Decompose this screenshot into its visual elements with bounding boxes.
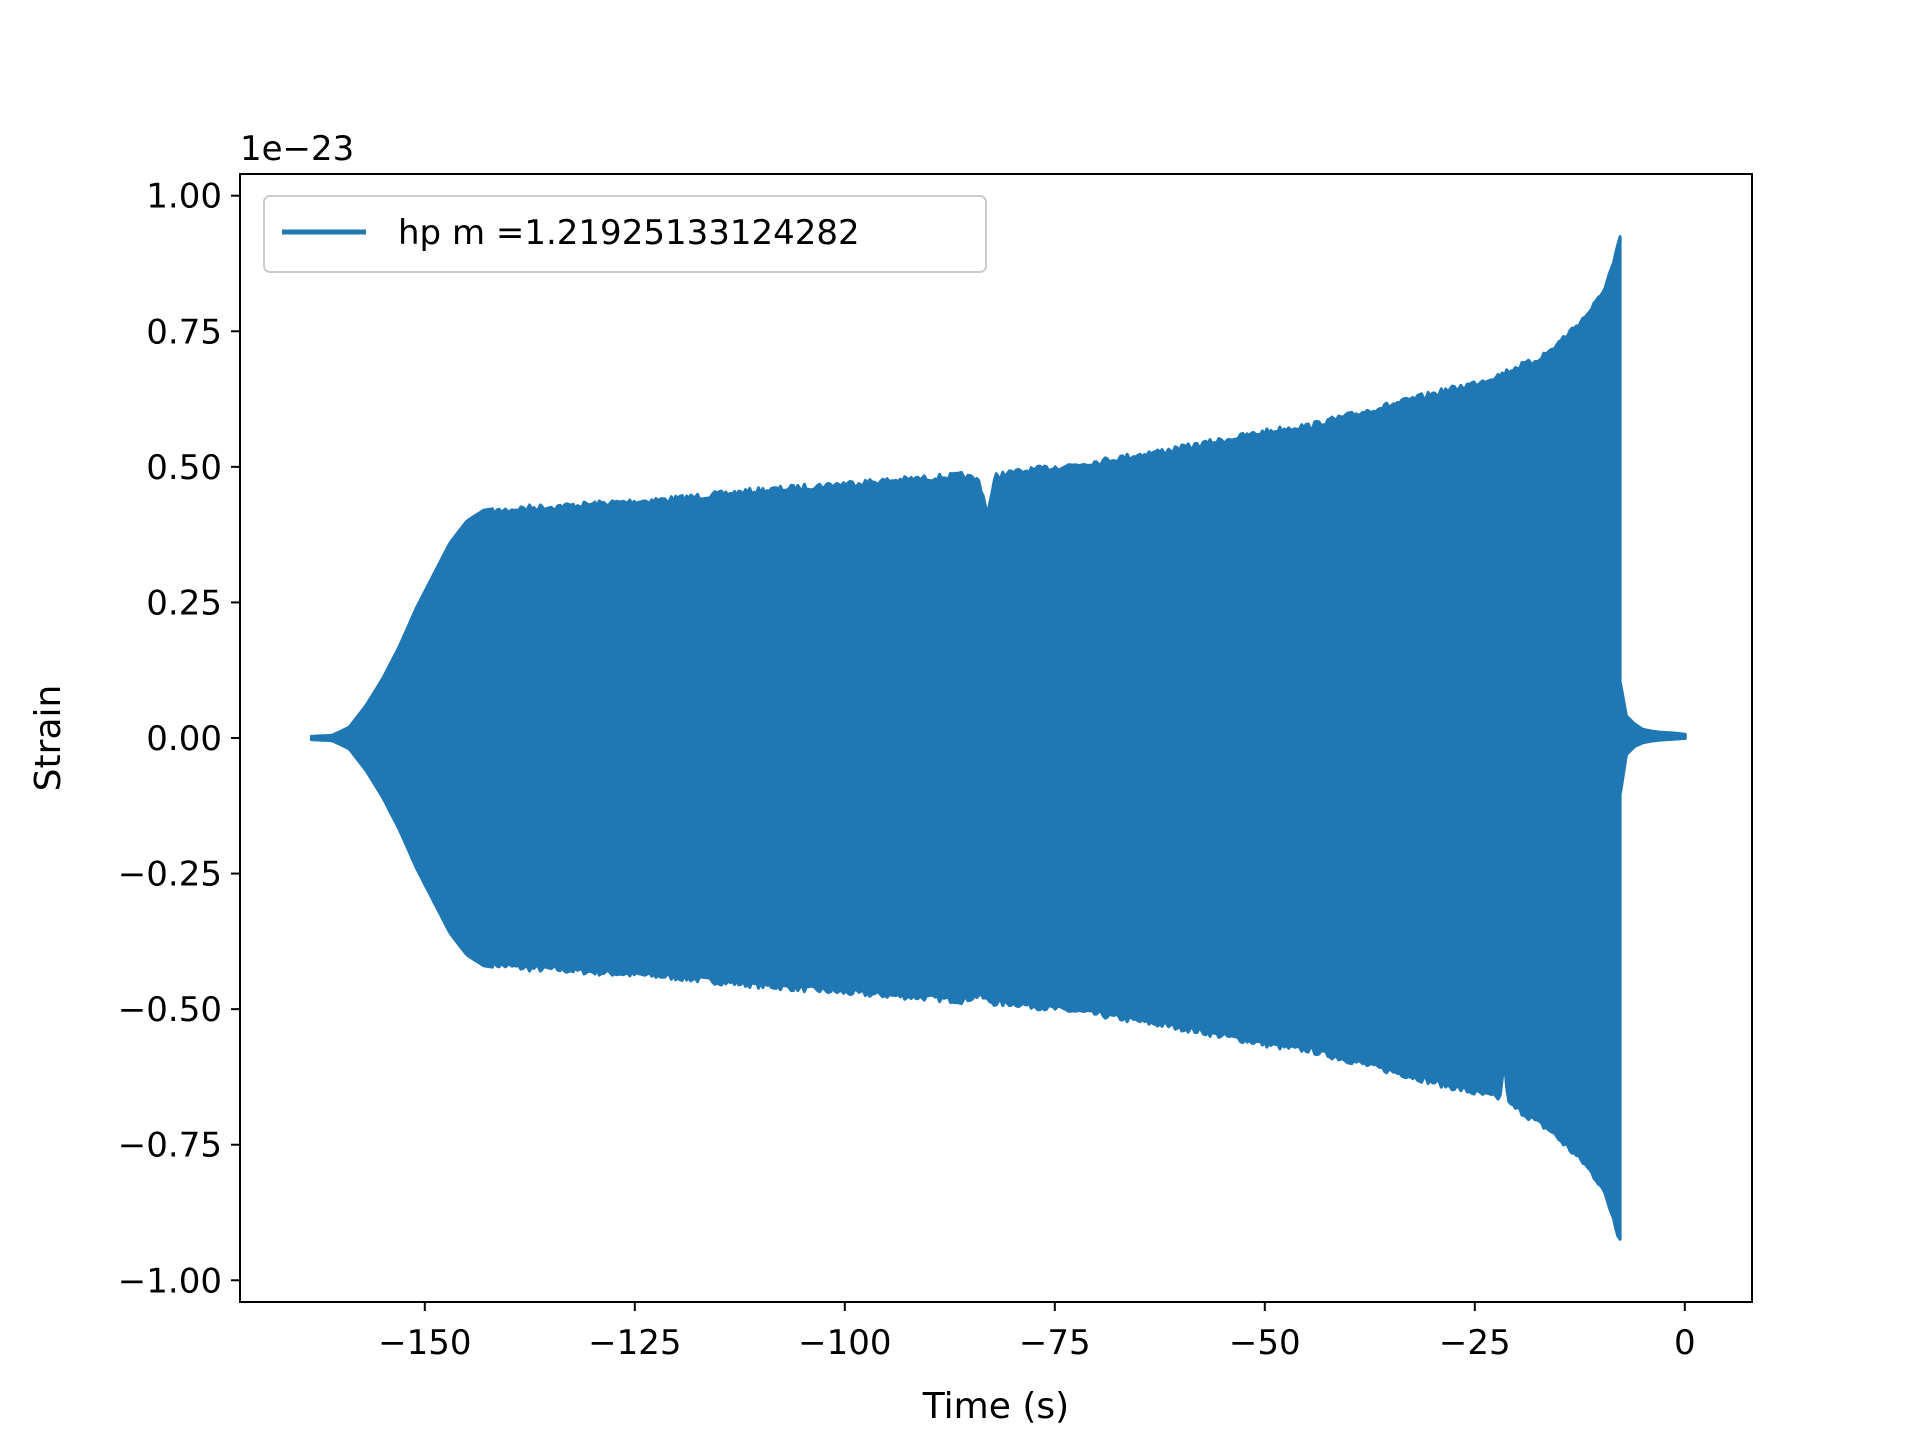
x-tick-label: −125 bbox=[588, 1323, 681, 1363]
x-tick-label: −100 bbox=[798, 1323, 891, 1363]
y-tick-label: −0.75 bbox=[118, 1126, 222, 1166]
waveform-ringdown bbox=[1618, 681, 1687, 795]
y-tick-label: −0.25 bbox=[118, 855, 222, 895]
legend-box bbox=[263, 195, 987, 273]
x-axis-label: Time (s) bbox=[922, 1386, 1069, 1427]
y-tick-label: 0.75 bbox=[146, 312, 222, 352]
legend: hp m =1.21925133124282 bbox=[263, 195, 987, 273]
x-tick-label: 0 bbox=[1674, 1323, 1696, 1363]
x-tick-label: −25 bbox=[1439, 1323, 1511, 1363]
plot-area bbox=[309, 235, 1687, 1241]
waveform-envelope bbox=[309, 235, 1622, 1241]
x-tick-label: −75 bbox=[1019, 1323, 1091, 1363]
y-tick-label: 0.25 bbox=[146, 583, 222, 623]
y-tick-label: 0.50 bbox=[146, 448, 222, 488]
axes: −150 −125 −100 −75 −50 −25 0 1.00 0.75 0.50 0.25 0.… bbox=[118, 173, 1753, 1363]
y-axis-offset-label: 1e−23 bbox=[240, 129, 354, 169]
y-tick-label: 1.00 bbox=[146, 177, 222, 217]
y-tick-label: 0.00 bbox=[146, 719, 222, 759]
y-axis-label: Strain bbox=[28, 685, 69, 792]
x-tick-label: −150 bbox=[378, 1323, 471, 1363]
legend-label: hp m =1.21925133124282 bbox=[398, 213, 860, 253]
y-tick-label: −0.50 bbox=[118, 990, 222, 1030]
x-tick-label: −50 bbox=[1229, 1323, 1301, 1363]
y-tick-label: −1.00 bbox=[118, 1261, 222, 1301]
